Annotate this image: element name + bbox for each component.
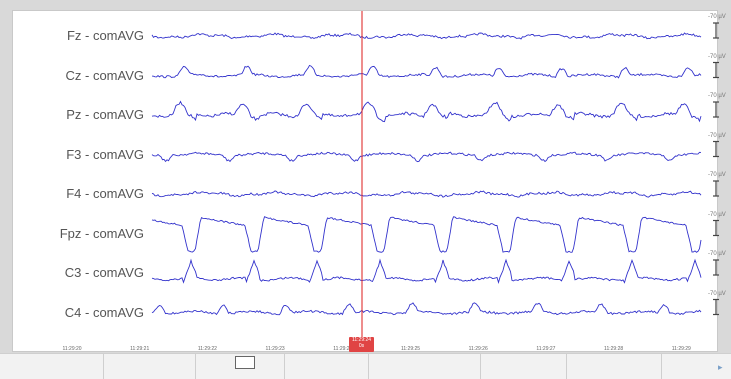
time-tick-label: 11:29:22 bbox=[197, 346, 217, 352]
scale-bar-icon[interactable] bbox=[713, 140, 719, 158]
cursor-time-badge[interactable]: 11:29:24 0s bbox=[349, 337, 374, 352]
scale-unit-label: -70 µV bbox=[708, 14, 726, 20]
time-tick-label: 11:29:21 bbox=[130, 346, 150, 352]
channel-label[interactable]: F3 - comAVG bbox=[66, 146, 144, 162]
scrollbar-tick bbox=[661, 354, 662, 379]
time-tick-label: 11:29:26 bbox=[468, 346, 488, 352]
scale-unit-label: -70 µV bbox=[708, 93, 726, 99]
scale-bar-icon[interactable] bbox=[713, 61, 719, 79]
channel-label[interactable]: C3 - comAVG bbox=[64, 265, 144, 280]
channel-trace bbox=[151, 100, 702, 123]
cursor-offset-text: 0s bbox=[358, 343, 365, 349]
channel-trace bbox=[151, 302, 702, 316]
time-tick-label: 11:29:25 bbox=[400, 346, 421, 352]
trace-panel[interactable] bbox=[12, 10, 718, 352]
channel-trace bbox=[151, 64, 702, 79]
time-tick-label: 11:29:27 bbox=[536, 346, 556, 352]
scale-unit-label: -70 µV bbox=[708, 172, 726, 178]
channel-label[interactable]: Fz - comAVG bbox=[66, 28, 144, 43]
time-tick-label: 11:29:23 bbox=[265, 346, 285, 352]
channel-label[interactable]: F4 - comAVG bbox=[66, 186, 144, 201]
scrollbar-tick bbox=[103, 354, 104, 379]
scroll-right-icon[interactable]: ▸ bbox=[718, 362, 723, 372]
channel-trace bbox=[151, 216, 702, 253]
channel-label[interactable]: Fpz - comAVG bbox=[59, 225, 144, 241]
scrollbar-thumb[interactable] bbox=[235, 356, 255, 369]
scrollbar-tick bbox=[480, 354, 481, 379]
scale-unit-label: -70 µV bbox=[708, 132, 726, 139]
channel-label[interactable]: Cz - comAVG bbox=[65, 67, 145, 83]
channel-trace bbox=[151, 190, 702, 198]
scale-bar-icon[interactable] bbox=[713, 219, 719, 237]
scale-bar-icon[interactable] bbox=[713, 101, 719, 118]
scale-bar-icon[interactable] bbox=[713, 298, 719, 316]
scrollbar-tick bbox=[284, 354, 285, 379]
scale-unit-label: -70 µV bbox=[708, 53, 726, 60]
time-tick-label: 11:29:29 bbox=[671, 346, 691, 352]
time-tick-label: 11:29:28 bbox=[604, 346, 624, 352]
time-tick-label: 11:29:20 bbox=[62, 346, 82, 352]
channel-trace bbox=[151, 32, 702, 40]
time-tick-label: 11:29:24 bbox=[333, 346, 353, 352]
channel-trace bbox=[151, 151, 702, 163]
scrollbar-tick bbox=[368, 354, 369, 379]
scale-bar-icon[interactable] bbox=[713, 259, 719, 276]
scale-bar-icon[interactable] bbox=[713, 22, 719, 39]
cursor-time-text: 11:29:24 bbox=[351, 337, 372, 343]
channel-label[interactable]: Pz - comAVG bbox=[66, 107, 144, 122]
scrollbar-tick bbox=[195, 354, 196, 379]
scale-bar-icon[interactable] bbox=[713, 180, 719, 197]
channel-label[interactable]: C4 - comAVG bbox=[64, 304, 144, 320]
scale-unit-label: -70 µV bbox=[708, 251, 726, 257]
time-scrollbar[interactable]: ▸ bbox=[0, 353, 731, 379]
scrollbar-tick bbox=[566, 354, 567, 379]
channel-trace bbox=[151, 258, 702, 284]
scale-unit-label: -70 µV bbox=[708, 211, 726, 218]
scale-unit-label: -70 µV bbox=[708, 290, 726, 297]
